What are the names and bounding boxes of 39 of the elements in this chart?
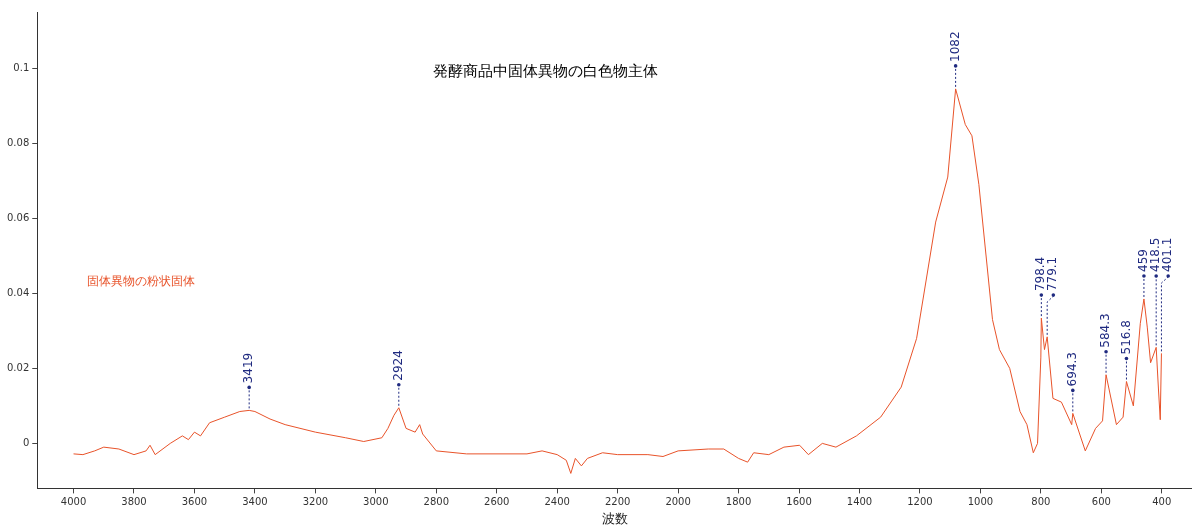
y-tick-label: 0.06 xyxy=(7,211,30,223)
y-tick-label: 0.04 xyxy=(7,286,30,298)
y-tick-label: 0 xyxy=(22,436,30,448)
x-tick-label: 2200 xyxy=(604,495,631,507)
x-tick-label: 800 xyxy=(1031,495,1051,507)
x-axis-title: 波数 xyxy=(601,510,628,526)
annotation: 401.1 xyxy=(1160,237,1175,272)
x-tick-label: 4000 xyxy=(60,495,87,507)
annotation: 584.3 xyxy=(1098,313,1113,348)
x-tick-label: 2600 xyxy=(484,495,510,507)
x-tick-label: 3800 xyxy=(121,495,147,507)
text: 固体異物の粉状固体 xyxy=(87,274,196,289)
x-tick-label: 3000 xyxy=(363,495,389,507)
annotation: 3419 xyxy=(241,352,256,384)
annotation: 694.3 xyxy=(1064,352,1079,387)
x-tick-label: 1000 xyxy=(967,495,994,507)
x-tick-label: 3600 xyxy=(181,495,208,507)
annotation: 516.8 xyxy=(1118,320,1133,355)
x-tick-label: 1400 xyxy=(846,495,873,507)
x-tick-label: 3400 xyxy=(242,495,268,507)
x-tick-label: 2800 xyxy=(423,495,450,507)
y-tick-label: 0.02 xyxy=(7,361,30,373)
annotation: 798.4 xyxy=(1033,256,1048,292)
x-tick-label: 1200 xyxy=(907,495,933,507)
x-tick-label: 1600 xyxy=(786,495,812,507)
text: 発酵商品中固体異物の白色物主体 xyxy=(432,61,658,80)
x-tick-label: 2400 xyxy=(544,495,570,507)
annotation: 459 xyxy=(1136,249,1151,272)
y-tick-label: 0.1 xyxy=(13,61,30,73)
x-tick-label: 600 xyxy=(1091,495,1111,507)
x-tick-label: 3200 xyxy=(302,495,329,507)
annotation: 418.5 xyxy=(1148,237,1163,272)
y-tick-label: 0.08 xyxy=(7,136,30,148)
annotation: 1082 xyxy=(947,31,962,62)
x-tick-label: 1800 xyxy=(725,495,752,507)
annotation: 779.1 xyxy=(1045,256,1060,292)
x-tick-label: 2000 xyxy=(665,495,691,507)
x-tick-label: 400 xyxy=(1152,495,1172,507)
annotation: 2924 xyxy=(390,350,405,381)
